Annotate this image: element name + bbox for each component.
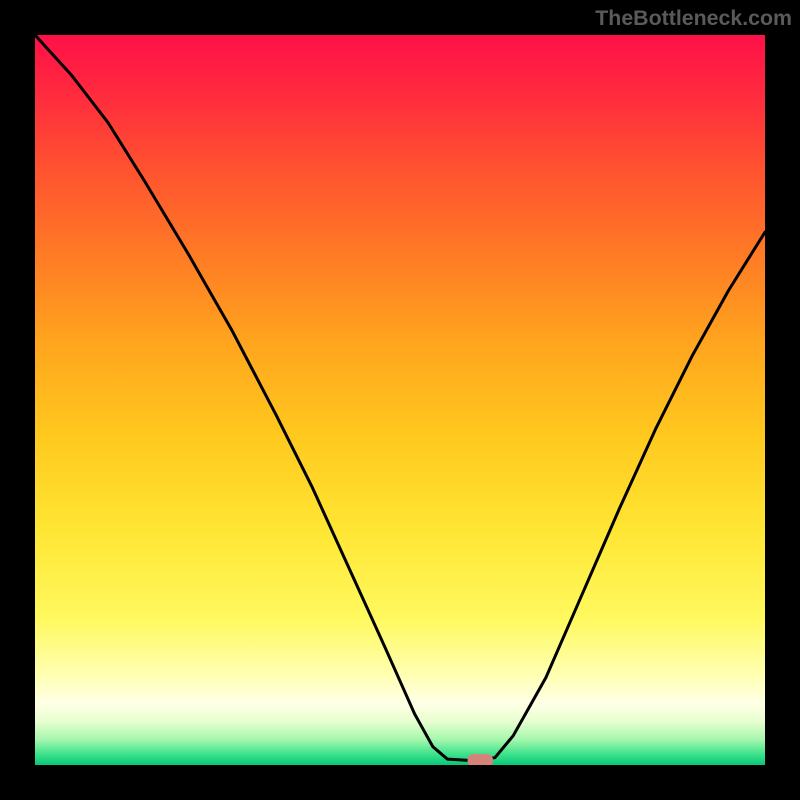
- frame-border: [765, 0, 800, 800]
- watermark-text: TheBottleneck.com: [595, 6, 792, 31]
- bottleneck-chart: [0, 0, 800, 800]
- chart-container: TheBottleneck.com: [0, 0, 800, 800]
- plot-background: [35, 35, 765, 765]
- frame-border: [0, 765, 800, 800]
- frame-border: [0, 0, 35, 800]
